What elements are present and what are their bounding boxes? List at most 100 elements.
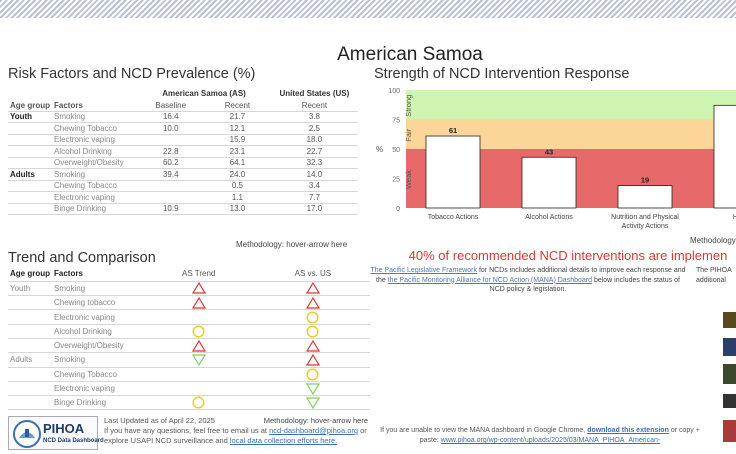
table-row[interactable]: Overweight/Obesity 60.2 64.1 32.3 — [8, 157, 358, 169]
factor-name: Smoking — [52, 111, 138, 123]
age-group-label — [8, 295, 52, 311]
x-tick-label: Healt — [733, 214, 736, 221]
up-arrow-icon — [191, 296, 206, 309]
mana-dashboard-link[interactable]: the Pacific Monitoring Alliance for NCD … — [387, 276, 592, 284]
age-group-label — [8, 309, 52, 325]
x-tick-label: Activity Actions — [622, 223, 669, 230]
table-row[interactable]: Binge Drinking — [8, 395, 370, 411]
factor-name: Overweight/Obesity — [52, 157, 138, 169]
neutral-circle-icon — [306, 325, 319, 338]
download-extension-link[interactable]: download this extension — [587, 427, 669, 434]
factor-name: Binge Drinking — [52, 395, 142, 411]
as-vs-us-cell — [255, 338, 370, 354]
table-row[interactable]: Chewing Tobacco 10.0 12.1 2.5 — [8, 122, 358, 135]
us-recent-value: 14.0 — [270, 168, 358, 181]
table-row[interactable]: Adults Smoking — [8, 352, 370, 368]
table-row[interactable]: Overweight/Obesity — [8, 338, 370, 354]
risk-section-title: Risk Factors and NCD Prevalence (%) — [8, 66, 256, 82]
risk-methodology-link[interactable]: Methodology: hover-arrow here — [236, 240, 348, 249]
partner-logo-1 — [723, 312, 736, 328]
age-group-label: Adults — [8, 352, 52, 368]
factor-name: Chewing Tobacco — [52, 367, 142, 382]
factor-name: Chewing tobacco — [52, 295, 142, 311]
info-text-2: below includes the status of NCD policy … — [489, 276, 680, 294]
pihoa-info: The PIHOA additional — [696, 267, 732, 284]
recent-value: 0.5 — [204, 180, 271, 192]
bar-value-label: 61 — [449, 126, 457, 135]
age-group-label — [8, 180, 52, 192]
table-row[interactable]: Electronic vaping 1.1 7.7 — [8, 191, 358, 204]
age-group-label — [8, 324, 52, 339]
y-tick-label: 100 — [388, 88, 400, 95]
recent-value: 21.7 — [204, 111, 271, 123]
logo-subtitle: NCD Data Dashboard — [43, 438, 104, 444]
factor-name: Smoking — [52, 168, 138, 181]
as-vs-us-cell — [255, 309, 370, 325]
factor-name: Electronic vaping — [52, 381, 142, 397]
factor-name: Smoking — [52, 281, 142, 297]
recent-value: 13.0 — [204, 203, 271, 215]
last-updated: Last Updated as of April 22, 2025 — [104, 416, 215, 425]
table-row[interactable]: Youth Smoking 16.4 21.7 3.8 — [8, 111, 358, 123]
down-arrow-icon — [305, 382, 320, 395]
recent-value: 23.1 — [204, 145, 271, 158]
table-row[interactable]: Electronic vaping 15.9 18.0 — [8, 134, 358, 146]
partner-logo-3 — [723, 364, 736, 384]
y-tick-label: 75 — [392, 118, 400, 125]
partner-logos — [723, 312, 736, 442]
info-text-1: for NCDs includes additional details to … — [376, 267, 686, 284]
band-label-weak: Weak — [404, 170, 413, 189]
local-data-link[interactable]: local data collection efforts here. — [229, 436, 338, 445]
mana-url-link[interactable]: www.pihoa.org/wp-content/uploads/2025/03… — [440, 437, 661, 444]
footer-methodology-link[interactable]: Methodology: hover-arrow here — [263, 416, 368, 425]
as-trend-cell — [141, 324, 256, 339]
chrome-note-text: If you are unable to view the MANA dashb… — [380, 427, 588, 434]
table-row[interactable]: Chewing tobacco — [8, 295, 370, 311]
us-header: United States (US) — [279, 89, 350, 99]
table-row[interactable]: Youth Smoking — [8, 281, 370, 297]
table-row[interactable]: Adults Smoking 39.4 24.0 14.0 — [8, 168, 358, 181]
header-stripe — [0, 0, 736, 18]
up-arrow-icon — [305, 353, 320, 366]
baseline-value: 10.0 — [137, 122, 205, 135]
factor-name: Electronic vaping — [52, 309, 142, 325]
table-row[interactable]: Electronic vaping — [8, 309, 370, 325]
pacific-legislative-framework-link[interactable]: The Pacific Legislative Framework — [370, 267, 478, 274]
table-row[interactable]: Chewing Tobacco 0.5 3.4 — [8, 180, 358, 192]
baseline-value — [137, 191, 205, 204]
chart-methodology-link[interactable]: Methodology: — [690, 236, 736, 245]
bar-0 — [425, 135, 481, 209]
band-label-strong: Strong — [404, 95, 413, 117]
table-row[interactable]: Alcohol Drinking 22.8 23.1 22.7 — [8, 145, 358, 158]
table-row[interactable]: Electronic vaping — [8, 381, 370, 397]
up-arrow-icon — [305, 296, 320, 309]
col-baseline: Baseline — [137, 99, 205, 112]
bar-value-label: 43 — [545, 147, 553, 156]
table-row[interactable]: Binge Drinking 10.9 13.0 17.0 — [8, 203, 358, 215]
contact-email-link[interactable]: ncd-dashboard@pihoa.org — [269, 426, 359, 435]
page-title: American Samoa — [337, 44, 483, 65]
table-row[interactable]: Chewing Tobacco — [8, 367, 370, 382]
baseline-value: 22.8 — [137, 145, 205, 158]
chart-section-title: Strength of NCD Intervention Response — [374, 66, 630, 82]
factor-name: Overweight/Obesity — [52, 338, 142, 354]
col-as-vs-us: AS vs. US — [255, 267, 370, 282]
y-tick-label: 25 — [392, 177, 400, 184]
logo-title: PIHOA — [43, 421, 85, 436]
us-recent-value: 3.8 — [270, 111, 358, 123]
partner-logo-5 — [723, 420, 736, 442]
bar-2 — [617, 185, 673, 209]
as-vs-us-cell — [255, 367, 370, 382]
chrome-note: If you are unable to view the MANA dashb… — [380, 426, 700, 446]
col-age-group: Age group — [8, 99, 52, 112]
age-group-label — [8, 338, 52, 354]
neutral-circle-icon — [192, 325, 205, 338]
table-row[interactable]: Alcohol Drinking — [8, 324, 370, 339]
as-trend-cell — [141, 352, 256, 368]
implementation-percent-note: 40% of recommended NCD interventions are… — [408, 248, 728, 263]
y-tick-label: 0 — [396, 206, 400, 213]
as-trend-cell — [141, 309, 256, 325]
age-group-label — [8, 122, 52, 135]
up-arrow-icon — [191, 282, 206, 295]
pihoa-logo[interactable]: PIHOA NCD Data Dashboard — [8, 416, 104, 450]
